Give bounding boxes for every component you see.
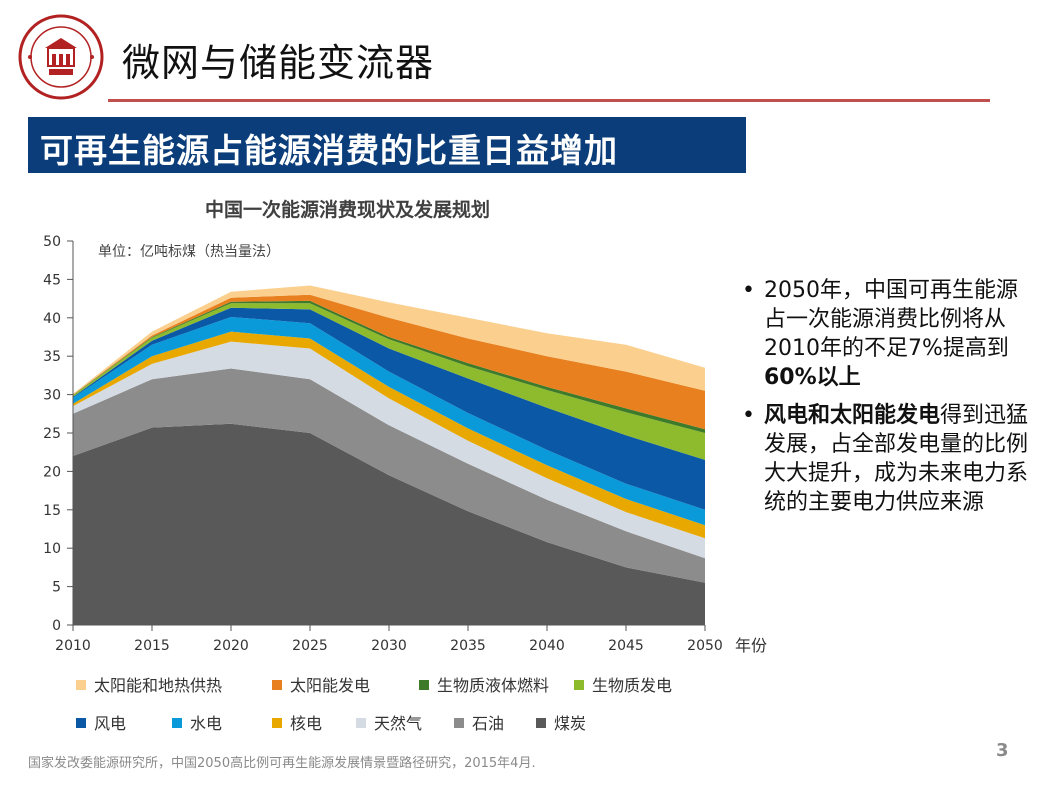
- area-series-2: [73, 341, 705, 559]
- legend-label: 石油: [472, 714, 505, 733]
- bullet-text: 2050年，中国可再生能源占一次能源消费比例将从2010年的不足7%提高到: [764, 278, 1018, 361]
- legend-label: 生物质发电: [592, 676, 673, 695]
- bullet-marker: •: [742, 403, 755, 428]
- legend-item: 太阳能发电: [272, 672, 370, 696]
- legend-label: 太阳能发电: [290, 676, 371, 695]
- legend-item: 水电: [172, 710, 222, 734]
- x-tick-label: 2030: [371, 638, 407, 654]
- legend-item: 煤炭: [536, 710, 586, 734]
- bullet-item-1: • 2050年，中国可再生能源占一次能源消费比例将从2010年的不足7%提高到 6…: [742, 276, 1032, 392]
- slide-title: 微网与储能变流器: [122, 41, 435, 85]
- legend-swatch: [76, 680, 86, 690]
- legend-item: 石油: [454, 710, 504, 734]
- y-tick-label: 45: [43, 272, 61, 288]
- x-tick-label: 2025: [292, 638, 328, 654]
- legend-label: 太阳能和地热供热: [94, 676, 223, 695]
- legend-item: 天然气: [356, 710, 422, 734]
- unit-note: 单位：亿吨标煤（热当量法）: [98, 244, 280, 260]
- y-tick-label: 40: [43, 311, 61, 327]
- legend-item: 风电: [76, 710, 126, 734]
- bullet-marker: •: [742, 278, 755, 303]
- x-tick-label: 2045: [608, 638, 644, 654]
- source-footnote: 国家发改委能源研究所，中国2050高比例可再生能源发展情景暨路径研究，2015年…: [28, 756, 536, 771]
- legend-swatch: [172, 718, 182, 728]
- y-tick-label: 30: [43, 388, 61, 404]
- legend-item: 太阳能和地热供热: [76, 672, 222, 696]
- x-tick-label: 2010: [55, 638, 91, 654]
- legend-swatch: [272, 718, 282, 728]
- area-series-8: [73, 294, 705, 430]
- x-tick-label: 2015: [134, 638, 170, 654]
- title-divider: [108, 99, 990, 102]
- legend-label: 水电: [190, 714, 223, 733]
- y-tick-label: 50: [43, 234, 61, 250]
- legend-swatch: [454, 718, 464, 728]
- x-tick-label: 2040: [529, 638, 565, 654]
- y-tick-label: 35: [43, 349, 61, 365]
- legend-label: 核电: [290, 714, 323, 733]
- legend-item: 生物质液体燃料: [419, 672, 549, 696]
- y-tick-label: 25: [43, 426, 61, 442]
- legend-swatch: [356, 718, 366, 728]
- bullet-list: • 2050年，中国可再生能源占一次能源消费比例将从2010年的不足7%提高到 6…: [742, 276, 1032, 526]
- x-tick-label: 2035: [450, 638, 486, 654]
- subtitle-banner: [28, 117, 746, 173]
- y-tick-label: 5: [52, 580, 61, 596]
- legend-swatch: [419, 680, 429, 690]
- legend-label: 生物质液体燃料: [437, 676, 550, 695]
- y-tick-label: 20: [43, 464, 61, 480]
- legend-swatch: [536, 718, 546, 728]
- bullet-after-text: 得到迅猛发展，占全部发电量的比例大大提升，成为未来电力系统的主要电力供应来源: [764, 403, 1029, 515]
- legend-label: 天然气: [374, 714, 423, 733]
- slide-subtitle: 可再生能源占能源消费的比重日益增加: [40, 131, 618, 170]
- x-tick-label: 2020: [213, 638, 249, 654]
- bullet-bold-text: 风电和太阳能发电: [764, 403, 941, 428]
- legend-label: 煤炭: [554, 714, 587, 733]
- bullet-item-2: • 风电和太阳能发电得到迅猛发展，占全部发电量的比例大大提升，成为未来电力系统的…: [742, 401, 1032, 517]
- legend-swatch: [76, 718, 86, 728]
- legend-swatch: [574, 680, 584, 690]
- area-series-0: [73, 423, 705, 625]
- x-tick-label: 2050: [687, 638, 723, 654]
- x-axis-label: 年份: [735, 636, 767, 655]
- y-tick-label: 15: [43, 503, 61, 519]
- legend-swatch: [272, 680, 282, 690]
- legend-item: 生物质发电: [574, 672, 672, 696]
- y-tick-label: 0: [52, 618, 61, 634]
- legend-item: 核电: [272, 710, 322, 734]
- y-tick-label: 10: [43, 541, 61, 557]
- university-logo: [18, 14, 104, 100]
- bullet-bold-text: 60%以上: [764, 365, 861, 390]
- legend-label: 风电: [94, 714, 127, 733]
- area-series-9: [73, 285, 705, 395]
- page-number: 3: [996, 740, 1009, 761]
- area-series-1: [73, 368, 705, 583]
- chart-title: 中国一次能源消费现状及发展规划: [205, 199, 491, 221]
